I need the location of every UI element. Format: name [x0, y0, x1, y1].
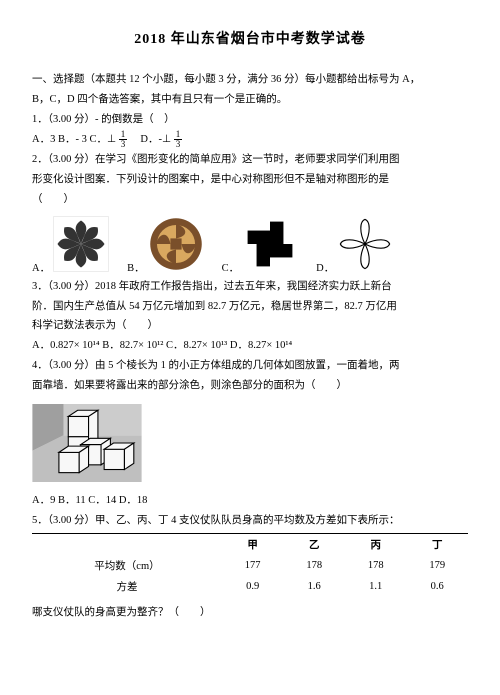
flower-icon	[53, 216, 109, 275]
opt-label-c: C．	[222, 260, 240, 275]
q4-line2: 面靠墙．如果要将露出来的部分涂色，则涂色部分的面积为（ ）	[32, 376, 468, 396]
q1-options: A．3 B．- 3 C．⊥ 13 D．-⊥ 13	[32, 130, 468, 150]
q2-line1: 2．（3.00 分）在学习《图形变化的简单应用》这一节时，老师要求同学们利用图	[32, 150, 468, 170]
th-ding: 丁	[406, 534, 468, 556]
q1-opts-mid: D．-	[130, 134, 162, 145]
q4-options: A．9 B．11 C．14 D．18	[32, 491, 468, 511]
r1c3: 178	[345, 555, 407, 576]
r2c0: 方差	[32, 576, 222, 597]
coin-icon	[148, 216, 204, 275]
q3-options: A．0.827× 10¹⁴ B．82.7× 10¹² C．8.27× 10¹³ …	[32, 336, 468, 356]
petal-cross-icon	[337, 216, 393, 275]
th-bing: 丙	[345, 534, 407, 556]
r2c3: 1.1	[345, 576, 407, 597]
q5-text: 5．（3.00 分）甲、乙、丙、丁 4 支仪仗队队员身高的平均数及方差如下表所示…	[32, 511, 468, 531]
r1c4: 179	[406, 555, 468, 576]
q2-opt-a: A．	[32, 216, 109, 275]
q2-opt-b: B．	[127, 216, 204, 275]
pinwheel-icon	[242, 216, 298, 275]
q4-figure	[32, 404, 468, 487]
r1c0: 平均数（cm）	[32, 555, 222, 576]
section-heading-line1: 一、选择题（本题共 12 个小题，每小题 3 分，满分 36 分）每小题都给出标…	[32, 70, 468, 90]
opt-label-a: A．	[32, 260, 50, 275]
q2-opt-c: C．	[222, 216, 299, 275]
q1-frac-d: 13	[174, 130, 183, 149]
q1-frac-c: 13	[119, 130, 128, 149]
q1-opts-a: A．3 B．- 3 C．	[32, 134, 107, 145]
q2-opt-d: D．	[316, 216, 393, 275]
r2c2: 1.6	[283, 576, 345, 597]
q2-line2: 形变化设计图案．下列设计的图案中，是中心对称图形但不是轴对称图形的是	[32, 170, 468, 190]
r2c1: 0.9	[222, 576, 284, 597]
q2-options-row: A． B．	[32, 216, 468, 275]
r1c2: 178	[283, 555, 345, 576]
q5-question: 哪支仪仗队的身高更为整齐？（ ）	[32, 603, 468, 623]
page-title: 2018 年山东省烟台市中考数学试卷	[32, 28, 468, 48]
r1c1: 177	[222, 555, 284, 576]
opt-label-b: B．	[127, 260, 145, 275]
opt-label-d: D．	[316, 260, 334, 275]
q5-table: 甲 乙 丙 丁 平均数（cm） 177 178 178 179 方差 0.9 1…	[32, 533, 468, 597]
q4-line1: 4．（3.00 分）由 5 个棱长为 1 的小正方体组成的几何体如图放置，一面着…	[32, 356, 468, 376]
q1-text: 1．（3.00 分）- 的倒数是（ ）	[32, 110, 468, 130]
r2c4: 0.6	[406, 576, 468, 597]
th-blank	[32, 534, 222, 556]
q2-line3: （ ）	[32, 190, 468, 210]
q3-line2: 阶．国内生产总值从 54 万亿元增加到 82.7 万亿元，稳居世界第二，82.7…	[32, 297, 468, 317]
section-heading-line2: B，C，D 四个备选答案，其中有且只有一个是正确的。	[32, 90, 468, 110]
q3-line3: 科学记数法表示为（ ）	[32, 316, 468, 336]
th-yi: 乙	[283, 534, 345, 556]
q3-line1: 3．（3.00 分）2018 年政府工作报告指出，过去五年来，我国经济实力跃上新…	[32, 277, 468, 297]
th-jia: 甲	[222, 534, 284, 556]
